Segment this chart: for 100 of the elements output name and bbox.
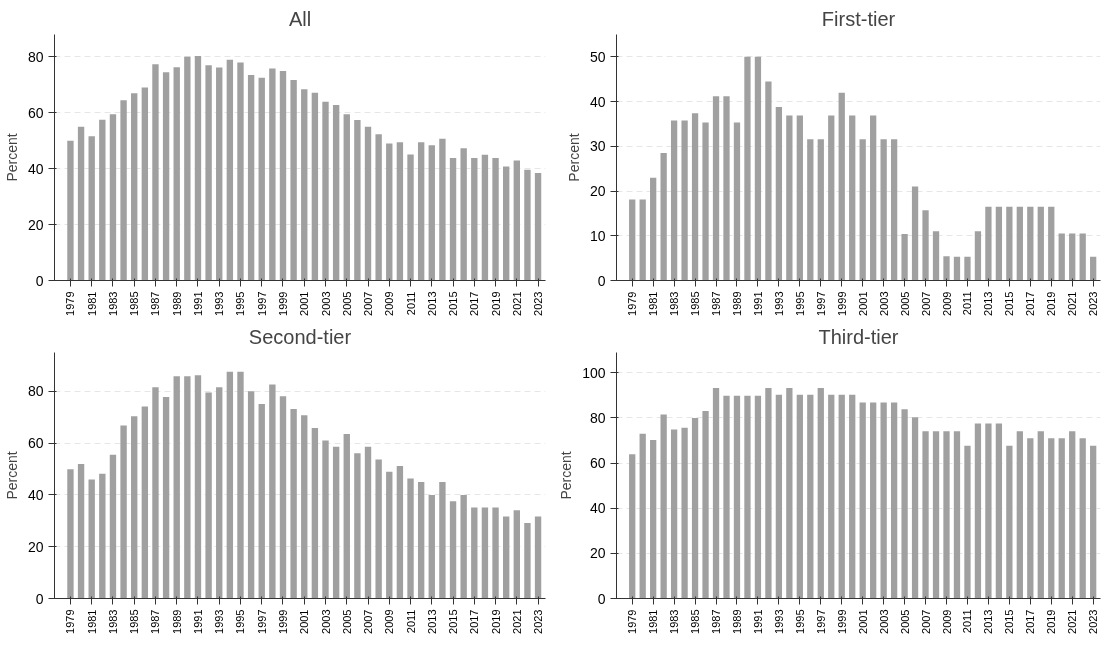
y-tick-label: 20 [27,216,44,233]
x-tick-label: 1981 [85,609,98,634]
x-tick-label: 1989 [170,291,183,316]
y-tick-label: 0 [35,590,44,607]
x-tick-label: 2013 [982,291,995,316]
y-axis-title: Percent [3,133,20,182]
y-tick-label: 40 [589,93,606,110]
x-tick-label: 2015 [1003,609,1016,634]
x-tick-label: 2019 [489,609,502,634]
x-tick-label: 2003 [319,291,332,316]
x-tick-label: 2015 [447,291,460,316]
y-tick-label: 60 [589,455,606,472]
x-tick-label: 2005 [340,291,353,316]
x-tick-label: 2001 [298,291,311,316]
x-tick-label: 1987 [149,609,162,634]
x-tick-label: 1979 [64,609,77,634]
y-tick-label: 20 [589,183,606,200]
chart-title: First-tier [821,7,896,30]
y-tick-label: 60 [27,104,44,121]
x-tick-label: 2023 [532,291,545,316]
x-tick-label: 2019 [489,291,502,316]
x-tick-label: 1985 [689,609,702,634]
x-tick-label: 1979 [626,609,639,634]
y-axis-title: Percent [3,451,20,500]
y-tick-label: 40 [589,500,606,517]
y-tick-label: 50 [589,48,606,65]
x-tick-label: 2015 [1003,291,1016,316]
x-tick-label: 1983 [106,291,119,316]
x-tick-label: 2011 [404,609,417,634]
y-tick-label: 20 [27,538,44,555]
x-tick-label: 1979 [64,291,77,316]
y-tick-label: 80 [27,383,44,400]
x-tick-label: 2017 [1024,291,1037,316]
x-tick-label: 1991 [751,609,764,634]
x-tick-label: 2021 [1066,609,1079,634]
x-tick-label: 2003 [319,609,332,634]
chart-title: All [288,7,312,30]
x-tick-label: 2007 [362,291,375,316]
x-tick-label: 1993 [772,609,785,634]
x-tick-label: 2023 [532,609,545,634]
x-tick-label: 1983 [106,609,119,634]
x-tick-label: 2001 [856,609,869,634]
x-tick-label: 2013 [425,291,438,316]
x-tick-label: 1981 [647,291,660,316]
x-tick-label: 1987 [710,291,723,316]
x-tick-label: 2001 [298,609,311,634]
y-tick-label: 100 [582,364,606,381]
x-tick-label: 1993 [772,291,785,316]
y-tick-label: 40 [27,486,44,503]
x-tick-label: 1999 [277,291,289,316]
x-tick-label: 1989 [170,609,183,634]
x-tick-label: 2017 [468,609,481,634]
x-tick-label: 1987 [710,609,723,634]
y-axis-title: Percent [558,451,575,500]
x-tick-label: 2013 [425,609,438,634]
y-axis-title: Percent [565,133,582,182]
x-tick-label: 2005 [898,291,911,316]
y-tick-label: 80 [27,48,44,65]
x-tick-label: 1991 [191,609,204,634]
x-tick-label: 2007 [919,609,932,634]
x-tick-label: 1987 [149,291,162,316]
x-tick-label: 1995 [234,291,247,316]
x-tick-label: 2003 [877,291,890,316]
x-tick-label: 2023 [1087,609,1100,634]
x-tick-label: 2021 [1066,291,1079,316]
x-tick-label: 1991 [191,291,204,316]
x-tick-label: 2021 [510,291,523,316]
y-tick-label: 30 [589,138,606,155]
x-tick-label: 2005 [340,609,353,634]
x-tick-label: 1993 [213,291,226,316]
x-tick-label: 1985 [689,291,702,316]
y-tick-label: 0 [597,272,606,289]
x-tick-label: 1983 [668,609,681,634]
x-tick-label: 2011 [961,609,974,634]
chart-title: Third-tier [818,325,899,348]
y-tick-label: 60 [27,435,44,452]
y-tick-label: 0 [35,272,44,289]
x-tick-label: 2009 [383,609,396,634]
x-tick-label: 1999 [835,609,848,634]
x-tick-label: 2023 [1087,291,1100,316]
x-tick-label: 1985 [128,291,141,316]
x-tick-label: 1989 [730,291,743,316]
x-tick-label: 1995 [234,609,247,634]
x-tick-label: 1991 [751,291,764,316]
y-tick-label: 0 [597,590,606,607]
x-tick-label: 1999 [835,291,848,316]
x-tick-label: 1999 [277,609,289,634]
x-tick-label: 1995 [793,291,806,316]
x-tick-label: 1997 [255,291,268,316]
x-tick-label: 2003 [877,609,890,634]
x-tick-label: 1997 [814,609,827,634]
y-tick-label: 20 [589,545,606,562]
x-tick-label: 1981 [85,291,98,316]
x-tick-label: 2011 [961,291,974,316]
x-tick-label: 1981 [647,609,660,634]
x-tick-label: 2019 [1045,291,1058,316]
x-tick-label: 1985 [128,609,141,634]
x-tick-label: 1993 [213,609,226,634]
x-tick-label: 2013 [982,609,995,634]
x-tick-label: 2019 [1045,609,1058,634]
